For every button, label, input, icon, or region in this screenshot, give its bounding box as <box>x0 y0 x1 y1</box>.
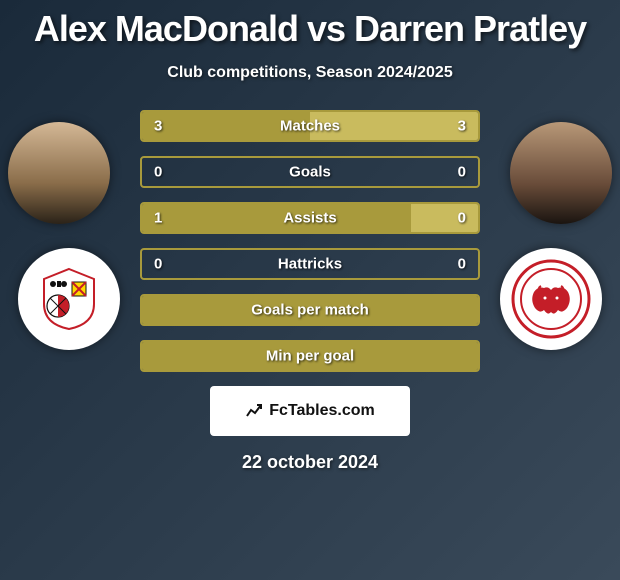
subtitle: Club competitions, Season 2024/2025 <box>0 64 620 82</box>
stat-bar-label: Min per goal <box>266 348 354 365</box>
stat-bar-row: Min per goal <box>140 340 480 372</box>
stat-bar-right-value: 0 <box>458 256 466 273</box>
date-text: 22 october 2024 <box>0 452 620 473</box>
stat-bar-row: 0 0 Hattricks <box>140 248 480 280</box>
stat-bar-left-value: 1 <box>154 210 162 227</box>
stat-bar-left-value: 3 <box>154 118 162 135</box>
stat-bar-row: 0 0 Goals <box>140 156 480 188</box>
stat-bars: 3 3 Matches 0 0 Goals 1 0 Assists 0 0 Hattricks Goal… <box>140 110 480 372</box>
stat-bar-right-value: 0 <box>458 164 466 181</box>
stat-bar-label: Assists <box>283 210 336 227</box>
stat-bar-right-value: 0 <box>458 210 466 227</box>
stat-bar-label: Hattricks <box>278 256 342 273</box>
stat-bar-right-value: 3 <box>458 118 466 135</box>
stat-bar-left-value: 0 <box>154 256 162 273</box>
attribution-badge: FcTables.com <box>210 386 410 436</box>
comparison-content: 3 3 Matches 0 0 Goals 1 0 Assists 0 0 Hattricks Goal… <box>0 110 620 473</box>
stat-bar-row: 1 0 Assists <box>140 202 480 234</box>
page-title: Alex MacDonald vs Darren Pratley <box>0 0 620 50</box>
stat-bar-left-value: 0 <box>154 164 162 181</box>
stat-bar-row: Goals per match <box>140 294 480 326</box>
fctables-logo-icon <box>245 402 263 420</box>
attribution-text: FcTables.com <box>269 402 375 420</box>
player-left-avatar <box>8 122 110 224</box>
player-right-avatar <box>510 122 612 224</box>
stat-bar-label: Goals per match <box>251 302 369 319</box>
leyton-orient-crest-icon <box>510 258 592 340</box>
stat-bar-label: Goals <box>289 164 331 181</box>
stat-bar-fill-right <box>411 204 478 232</box>
stat-bar-fill-left <box>142 204 411 232</box>
stat-bar-label: Matches <box>280 118 340 135</box>
stat-bar-row: 3 3 Matches <box>140 110 480 142</box>
player-left-crest <box>18 248 120 350</box>
player-right-crest <box>500 248 602 350</box>
rotherham-crest-icon <box>34 264 104 334</box>
